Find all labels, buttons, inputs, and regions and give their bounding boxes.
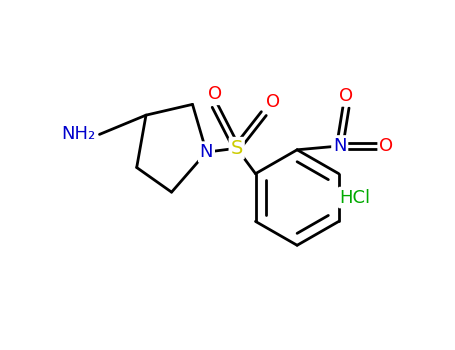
Text: HCl: HCl: [340, 189, 371, 206]
Text: N: N: [200, 143, 213, 161]
Text: O: O: [266, 93, 280, 111]
Text: N: N: [333, 137, 347, 155]
Text: O: O: [339, 87, 353, 105]
Text: O: O: [208, 85, 222, 103]
Text: O: O: [379, 137, 393, 155]
Text: NH₂: NH₂: [61, 125, 96, 144]
Text: S: S: [231, 139, 243, 158]
